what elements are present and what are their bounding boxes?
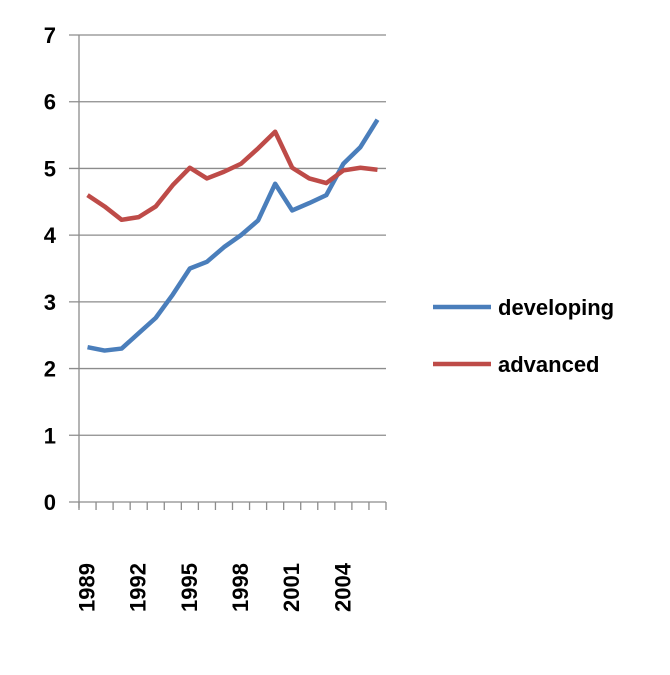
x-tick-label: 1989 bbox=[75, 563, 100, 612]
x-tick-label: 1995 bbox=[177, 563, 202, 612]
legend-label-developing: developing bbox=[498, 295, 614, 320]
y-tick-label: 2 bbox=[44, 357, 56, 382]
series-line-advanced bbox=[88, 132, 378, 220]
y-tick-label: 6 bbox=[44, 90, 56, 115]
y-tick-label: 3 bbox=[44, 290, 56, 315]
y-tick-label: 7 bbox=[44, 23, 56, 48]
y-tick-label: 4 bbox=[44, 223, 57, 248]
y-tick-label: 1 bbox=[44, 423, 56, 448]
x-tick-label: 2004 bbox=[330, 562, 355, 612]
x-tick-label: 1992 bbox=[126, 563, 151, 612]
legend-label-advanced: advanced bbox=[498, 352, 600, 377]
x-tick-label: 2001 bbox=[279, 563, 304, 612]
y-tick-label: 0 bbox=[44, 490, 56, 515]
y-tick-label: 5 bbox=[44, 156, 56, 181]
x-tick-label: 1998 bbox=[228, 563, 253, 612]
